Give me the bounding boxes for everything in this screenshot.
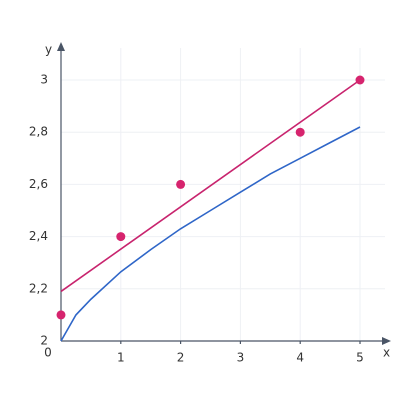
y-tick-label: 2,6 [29, 177, 48, 191]
x-tick-label: 0 [44, 346, 52, 360]
x-tick-label: 4 [296, 351, 304, 365]
x-axis-arrow [382, 337, 391, 345]
point [56, 310, 66, 320]
y-tick-label: 3 [40, 73, 48, 87]
line [60, 126, 361, 342]
y-axis-arrow [57, 42, 65, 51]
point [355, 75, 365, 85]
y-tick-label: 2,8 [29, 125, 48, 139]
point [176, 179, 186, 189]
point [116, 232, 126, 242]
y-axis-label: y [45, 43, 52, 57]
x-tick-label: 2 [177, 351, 185, 365]
x-axis-label: x [383, 346, 390, 360]
point [295, 127, 305, 137]
y-tick-label: 2,4 [29, 229, 48, 243]
y-tick-label: 2,2 [29, 281, 48, 295]
line [60, 79, 361, 293]
x-tick-label: 3 [237, 351, 245, 365]
x-tick-label: 1 [117, 351, 125, 365]
x-tick-label: 5 [356, 351, 364, 365]
y-tick-label: 2 [40, 334, 48, 348]
